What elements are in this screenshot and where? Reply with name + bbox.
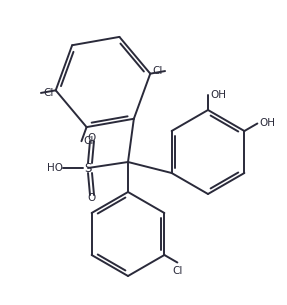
Text: S: S: [84, 162, 92, 174]
Text: Cl: Cl: [153, 66, 163, 76]
Text: O: O: [88, 193, 96, 203]
Text: Cl: Cl: [172, 267, 183, 277]
Text: Cl: Cl: [43, 88, 53, 98]
Text: OH: OH: [210, 90, 226, 100]
Text: OH: OH: [259, 119, 275, 128]
Text: O: O: [88, 133, 96, 143]
Text: Cl: Cl: [84, 136, 94, 146]
Text: HO: HO: [47, 163, 63, 173]
